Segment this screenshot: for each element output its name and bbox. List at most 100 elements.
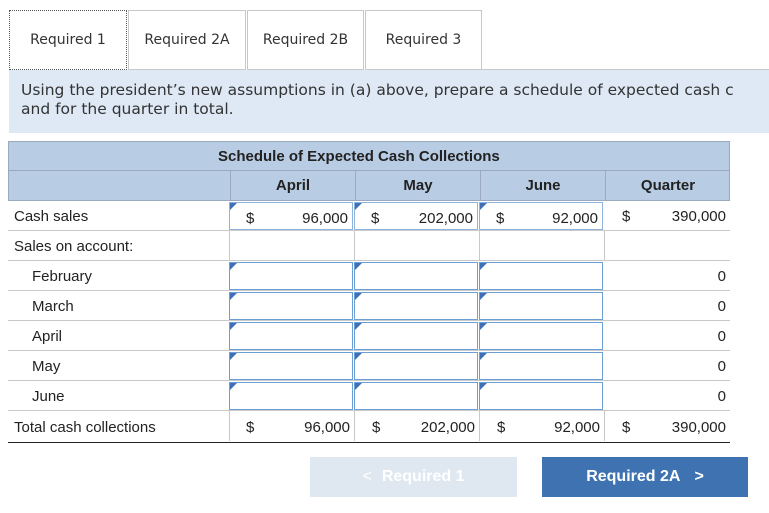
input-marker-icon (355, 353, 362, 360)
march-may-input[interactable] (354, 292, 478, 320)
previous-button[interactable]: < Required 1 (310, 457, 517, 497)
tab-required-1[interactable]: Required 1 (9, 10, 127, 70)
total-april-value: 96,000 (304, 419, 350, 436)
may-quarter-value: 0 (717, 358, 726, 375)
chevron-right-icon: > (694, 468, 704, 485)
total-label: Total cash collections (14, 419, 156, 436)
cash-sales-row: Cash sales $ 96,000 $ 202,000 $ 92,000 $… (8, 201, 730, 231)
sales-on-account-label: Sales on account: (14, 238, 134, 255)
column-divider (479, 231, 480, 261)
input-marker-icon (230, 383, 237, 390)
account-row-march: March 0 (8, 291, 730, 321)
cash-sales-may-value: 202,000 (418, 210, 473, 227)
account-row-april: April 0 (8, 321, 730, 351)
schedule-title: Schedule of Expected Cash Collections (218, 148, 500, 165)
march-april-input[interactable] (229, 292, 353, 320)
column-divider (479, 411, 480, 441)
total-may-value: 202,000 (420, 419, 475, 436)
june-quarter-value: 0 (717, 388, 726, 405)
may-april-input[interactable] (229, 352, 353, 380)
april-quarter-value: 0 (717, 328, 726, 345)
account-row-label: April (32, 328, 63, 345)
june-april-input[interactable] (229, 382, 353, 410)
column-header-quarter: Quarter (605, 171, 730, 200)
cash-sales-label: Cash sales (14, 208, 89, 225)
input-marker-icon (230, 293, 237, 300)
input-marker-icon (355, 323, 362, 330)
input-marker-icon (480, 263, 487, 270)
currency-symbol: $ (246, 210, 255, 227)
cash-sales-april-value: 96,000 (302, 210, 348, 227)
tab-required-3[interactable]: Required 3 (365, 10, 482, 70)
input-marker-icon (355, 263, 362, 270)
instructions-line-1: Using the president’s new assumptions in… (21, 81, 734, 99)
total-row: Total cash collections $ 96,000 $ 202,00… (8, 411, 730, 443)
february-may-input[interactable] (354, 262, 478, 290)
currency-symbol: $ (622, 419, 631, 436)
may-june-input[interactable] (479, 352, 603, 380)
cash-sales-quarter-value: 390,000 (671, 208, 726, 225)
cash-sales-april-input[interactable]: $ 96,000 (229, 202, 353, 230)
february-quarter-value: 0 (717, 268, 726, 285)
currency-symbol: $ (497, 419, 506, 436)
input-marker-icon (480, 293, 487, 300)
march-quarter-value: 0 (717, 298, 726, 315)
input-marker-icon (480, 203, 487, 210)
june-june-input[interactable] (479, 382, 603, 410)
account-row-label: May (32, 358, 61, 375)
column-header-may: May (355, 171, 480, 200)
input-marker-icon (230, 203, 237, 210)
column-divider (229, 231, 230, 261)
total-june-value: 92,000 (554, 419, 600, 436)
schedule-header-row: April May June Quarter (8, 171, 730, 201)
april-april-input[interactable] (229, 322, 353, 350)
account-row-june: June 0 (8, 381, 730, 411)
cash-sales-may-input[interactable]: $ 202,000 (354, 202, 478, 230)
cash-sales-june-value: 92,000 (552, 210, 598, 227)
account-row-label: June (32, 388, 65, 405)
tab-required-2b[interactable]: Required 2B (247, 10, 364, 70)
column-divider (354, 231, 355, 261)
march-june-input[interactable] (479, 292, 603, 320)
input-marker-icon (480, 383, 487, 390)
may-may-input[interactable] (354, 352, 478, 380)
next-button[interactable]: Required 2A > (542, 457, 748, 497)
column-header-june: June (480, 171, 605, 200)
currency-symbol: $ (496, 210, 505, 227)
column-header-april: April (230, 171, 355, 200)
column-divider (604, 231, 605, 261)
schedule-title-row: Schedule of Expected Cash Collections (8, 141, 730, 171)
april-may-input[interactable] (354, 322, 478, 350)
account-row-may: May 0 (8, 351, 730, 381)
account-row-label: March (32, 298, 74, 315)
previous-button-label: Required 1 (381, 468, 465, 485)
currency-symbol: $ (371, 210, 380, 227)
currency-symbol: $ (622, 208, 631, 225)
input-marker-icon (230, 263, 237, 270)
tab-divider (482, 69, 769, 70)
cash-sales-june-input[interactable]: $ 92,000 (479, 202, 603, 230)
tab-bar: Required 1 Required 2A Required 2B Requi… (0, 0, 769, 72)
instructions-line-2: and for the quarter in total. (21, 100, 234, 118)
input-marker-icon (355, 293, 362, 300)
total-quarter-value: 390,000 (671, 419, 726, 436)
input-marker-icon (230, 353, 237, 360)
input-marker-icon (230, 323, 237, 330)
february-april-input[interactable] (229, 262, 353, 290)
sales-on-account-row: Sales on account: (8, 231, 730, 261)
june-may-input[interactable] (354, 382, 478, 410)
account-row-february: February 0 (8, 261, 730, 291)
input-marker-icon (480, 323, 487, 330)
column-divider (229, 411, 230, 441)
instructions-panel: Using the president’s new assumptions in… (9, 70, 769, 133)
column-divider (604, 411, 605, 441)
february-june-input[interactable] (479, 262, 603, 290)
currency-symbol: $ (246, 419, 255, 436)
input-marker-icon (355, 383, 362, 390)
chevron-left-icon: < (362, 468, 372, 485)
next-button-label: Required 2A (586, 468, 681, 485)
tab-required-2a[interactable]: Required 2A (128, 10, 246, 70)
april-june-input[interactable] (479, 322, 603, 350)
input-marker-icon (355, 203, 362, 210)
column-divider (354, 411, 355, 441)
